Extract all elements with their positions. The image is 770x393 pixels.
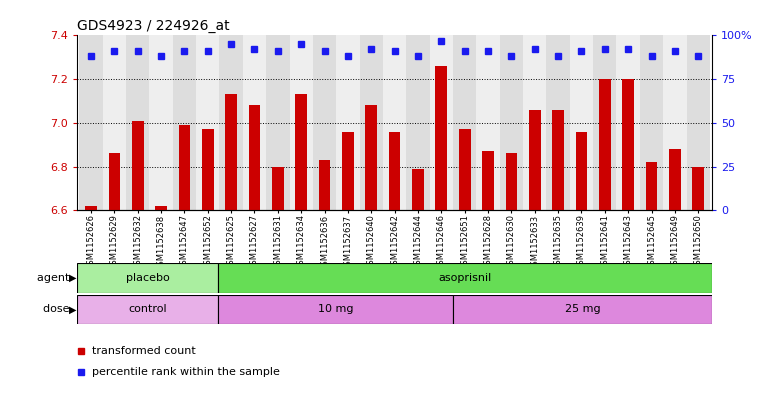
Bar	[617, 35, 640, 210]
Bar	[85, 206, 97, 210]
Bar	[500, 35, 523, 210]
Bar	[360, 35, 383, 210]
Bar	[383, 35, 407, 210]
Bar	[218, 263, 712, 293]
Text: ▶: ▶	[69, 273, 76, 283]
Bar	[482, 151, 494, 210]
Bar	[342, 132, 353, 210]
Bar	[196, 35, 219, 210]
Bar	[640, 35, 663, 210]
Bar	[453, 35, 477, 210]
Bar	[77, 263, 218, 293]
Bar	[570, 35, 593, 210]
Bar	[593, 35, 617, 210]
Bar	[692, 167, 704, 210]
Bar	[218, 295, 454, 324]
Bar	[77, 295, 218, 324]
Bar	[547, 35, 570, 210]
Bar	[412, 169, 424, 210]
Text: placebo: placebo	[126, 273, 169, 283]
Text: control: control	[129, 305, 167, 314]
Bar	[102, 35, 126, 210]
Bar	[290, 35, 313, 210]
Text: ▶: ▶	[69, 305, 76, 314]
Text: asoprisnil: asoprisnil	[439, 273, 492, 283]
Bar	[523, 35, 547, 210]
Text: dose: dose	[43, 305, 73, 314]
Bar	[296, 94, 307, 210]
Bar	[552, 110, 564, 210]
Bar	[179, 125, 190, 210]
Bar	[436, 66, 447, 210]
Bar	[407, 35, 430, 210]
Bar	[319, 160, 330, 210]
Bar	[126, 35, 149, 210]
Bar	[477, 35, 500, 210]
Text: transformed count: transformed count	[92, 346, 196, 356]
Bar	[366, 105, 377, 210]
Bar	[272, 167, 283, 210]
Bar	[389, 132, 400, 210]
Text: 25 mg: 25 mg	[565, 305, 601, 314]
Text: percentile rank within the sample: percentile rank within the sample	[92, 367, 280, 377]
Bar	[79, 35, 102, 210]
Bar	[669, 149, 681, 210]
Text: 10 mg: 10 mg	[318, 305, 353, 314]
Bar	[149, 35, 172, 210]
Bar	[529, 110, 541, 210]
Bar	[132, 121, 143, 210]
Bar	[249, 105, 260, 210]
Text: GDS4923 / 224926_at: GDS4923 / 224926_at	[77, 19, 229, 33]
Bar	[266, 35, 290, 210]
Bar	[172, 35, 196, 210]
Bar	[336, 35, 360, 210]
Bar	[459, 129, 470, 210]
Bar	[430, 35, 453, 210]
Bar	[599, 79, 611, 210]
Text: agent: agent	[37, 273, 73, 283]
Bar	[202, 129, 213, 210]
Bar	[109, 153, 120, 210]
Bar	[226, 94, 237, 210]
Bar	[243, 35, 266, 210]
Bar	[663, 35, 687, 210]
Bar	[219, 35, 243, 210]
Bar	[313, 35, 336, 210]
Bar	[156, 206, 167, 210]
Bar	[576, 132, 588, 210]
Bar	[506, 153, 517, 210]
Bar	[622, 79, 634, 210]
Bar	[646, 162, 658, 210]
Bar	[687, 35, 710, 210]
Bar	[454, 295, 712, 324]
